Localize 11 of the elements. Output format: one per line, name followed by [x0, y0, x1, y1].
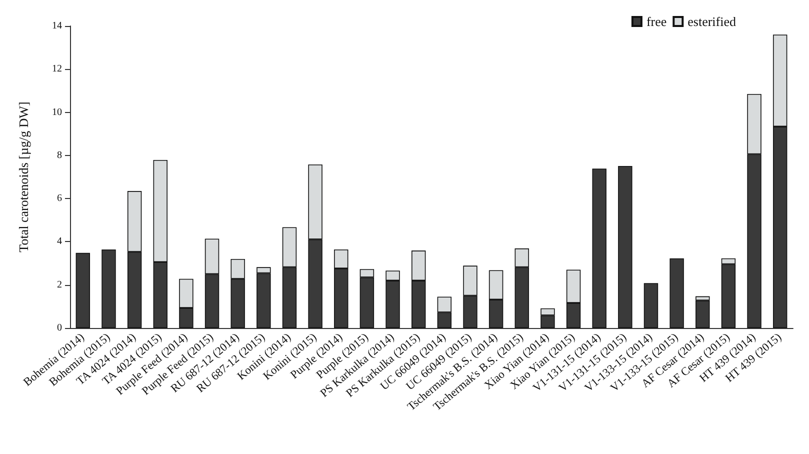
y-tick-label: 6 — [57, 193, 62, 204]
legend-label: esterified — [688, 14, 736, 29]
y-tick-label: 8 — [57, 150, 62, 161]
y-tick-label: 12 — [52, 64, 62, 75]
y-tick-label: 0 — [57, 322, 62, 334]
y-axis-title: Total carotenoids [µg/g DW] — [16, 102, 31, 252]
y-tick-label: 4 — [57, 236, 62, 248]
y-tick-label: 14 — [52, 20, 62, 32]
legend-label: free — [646, 14, 667, 29]
y-tick-label: 10 — [52, 106, 62, 118]
y-tick-label: 2 — [57, 279, 62, 290]
